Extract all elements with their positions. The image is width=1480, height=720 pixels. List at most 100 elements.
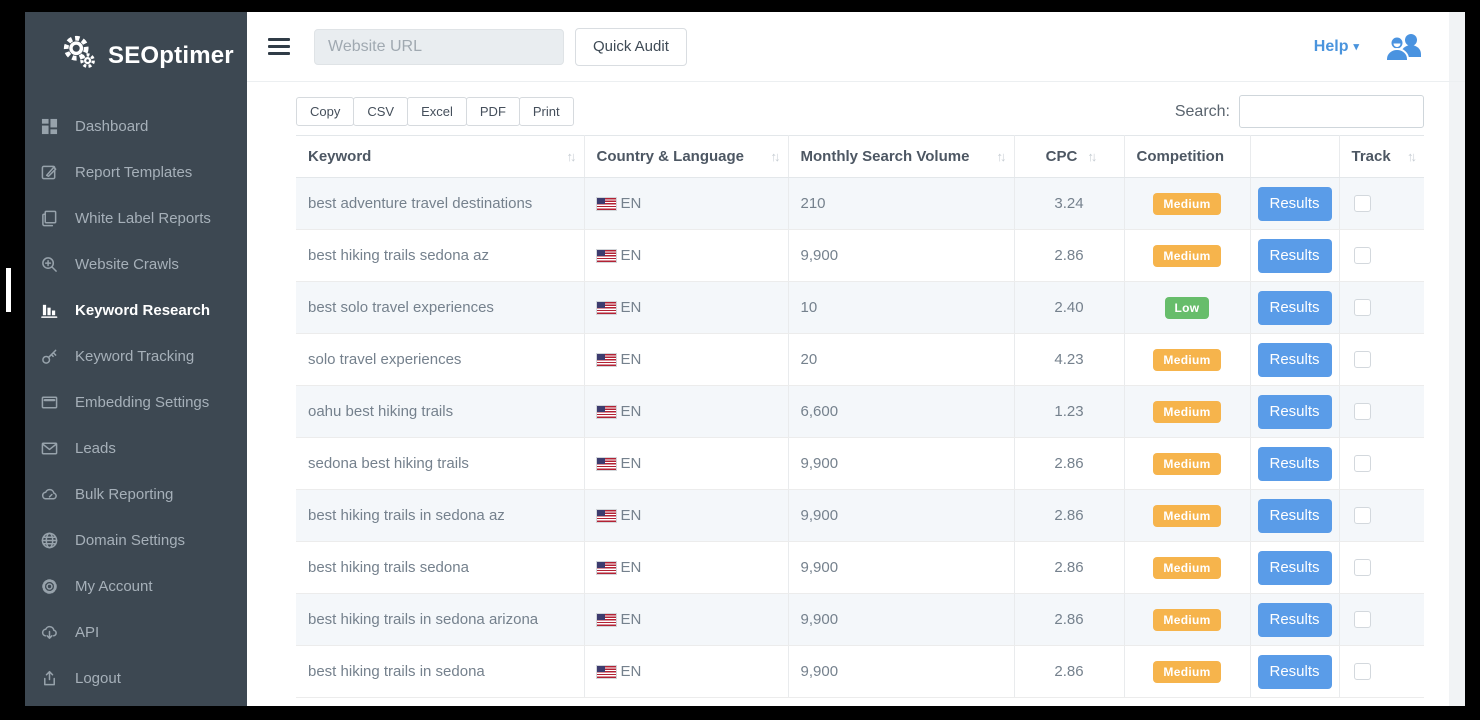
table-row: best solo travel experiences EN 10 2.40 …: [296, 281, 1424, 334]
active-nav-indicator: [6, 268, 11, 312]
report-templates-icon: [40, 163, 59, 182]
results-button[interactable]: Results: [1257, 498, 1332, 533]
track-checkbox[interactable]: [1353, 507, 1371, 525]
competition-badge: Low: [1164, 296, 1210, 319]
track-checkbox[interactable]: [1353, 403, 1371, 421]
website-url-input[interactable]: [314, 28, 564, 65]
track-checkbox[interactable]: [1353, 611, 1371, 629]
track-checkbox[interactable]: [1353, 299, 1371, 317]
sidebar-item-embedding-settings[interactable]: Embedding Settings: [25, 379, 247, 425]
app-title: SEOptimer: [108, 41, 234, 69]
sidebar-item-my-account[interactable]: My Account: [25, 563, 247, 609]
sidebar-item-label: Bulk Reporting: [75, 485, 174, 503]
white-label-reports-icon: [40, 209, 59, 228]
us-flag-icon: [595, 456, 617, 471]
results-button[interactable]: Results: [1257, 602, 1332, 637]
sidebar-item-label: Keyword Research: [75, 301, 211, 319]
country-language-cell: EN: [584, 489, 789, 542]
competition-badge: Medium: [1153, 452, 1221, 475]
track-checkbox[interactable]: [1353, 247, 1371, 265]
cpc-cell: 3.24: [1014, 177, 1125, 230]
track-checkbox[interactable]: [1353, 351, 1371, 369]
us-flag-icon: [595, 404, 617, 419]
volume-cell: 20: [788, 333, 1015, 386]
volume-cell: 10: [788, 281, 1015, 334]
table-row: best hiking trails in sedona EN 9,900 2.…: [296, 645, 1424, 698]
column-header-competition[interactable]: Competition: [1124, 135, 1251, 178]
sidebar-item-white-label-reports[interactable]: White Label Reports: [25, 195, 247, 241]
us-flag-icon: [595, 612, 617, 627]
page-scrollbar[interactable]: [1449, 12, 1465, 706]
volume-cell: 210: [788, 177, 1015, 230]
excel-button[interactable]: Excel: [407, 97, 467, 126]
sidebar-item-keyword-research[interactable]: Keyword Research: [25, 287, 247, 333]
search-box: Search:: [1175, 95, 1424, 128]
sidebar-item-api[interactable]: API: [25, 609, 247, 655]
pdf-button[interactable]: PDF: [465, 97, 520, 126]
sidebar-item-website-crawls[interactable]: Website Crawls: [25, 241, 247, 287]
leads-icon: [40, 439, 59, 458]
keyword-cell: sedona best hiking trails: [296, 437, 585, 490]
sort-icon: ↑↓: [1407, 149, 1417, 164]
us-flag-icon: [595, 352, 617, 367]
print-button[interactable]: Print: [518, 97, 574, 126]
cpc-cell: 2.86: [1014, 593, 1125, 646]
sidebar-item-dashboard[interactable]: Dashboard: [25, 103, 247, 149]
sidebar-item-label: My Account: [75, 577, 153, 595]
keyword-cell: best hiking trails in sedona arizona: [296, 593, 585, 646]
competition-badge: Medium: [1153, 244, 1221, 267]
column-header-cpc[interactable]: CPC ↑↓: [1014, 135, 1125, 178]
results-button[interactable]: Results: [1257, 238, 1332, 273]
help-dropdown[interactable]: Help ▾: [1314, 38, 1359, 56]
sidebar-item-logout[interactable]: Logout: [25, 655, 247, 701]
csv-button[interactable]: CSV: [353, 97, 409, 126]
sidebar-item-label: Logout: [75, 669, 121, 687]
copy-button[interactable]: Copy: [296, 97, 355, 126]
track-checkbox[interactable]: [1353, 663, 1371, 681]
column-header-monthly-search-volume[interactable]: Monthly Search Volume ↑↓: [788, 135, 1015, 178]
results-button[interactable]: Results: [1257, 186, 1332, 221]
app-logo[interactable]: SEOptimer: [25, 12, 247, 77]
results-button[interactable]: Results: [1257, 394, 1332, 429]
results-button[interactable]: Results: [1257, 550, 1332, 585]
table-header-row: Keyword ↑↓ Country & Language ↑↓ Monthly…: [296, 135, 1424, 178]
dashboard-icon: [40, 117, 59, 136]
users-icon[interactable]: [1383, 32, 1425, 62]
topbar: Quick Audit Help ▾: [247, 12, 1465, 82]
sidebar: SEOptimer Dashboard Report Templates Whi…: [25, 12, 247, 706]
sidebar-item-leads[interactable]: Leads: [25, 425, 247, 471]
sidebar-item-label: API: [75, 623, 100, 641]
volume-cell: 9,900: [788, 229, 1015, 282]
keyword-cell: best solo travel experiences: [296, 281, 585, 334]
results-button[interactable]: Results: [1257, 290, 1332, 325]
sidebar-item-domain-settings[interactable]: Domain Settings: [25, 517, 247, 563]
country-language-cell: EN: [584, 593, 789, 646]
track-checkbox[interactable]: [1353, 195, 1371, 213]
track-checkbox[interactable]: [1353, 455, 1371, 473]
api-icon: [40, 623, 59, 642]
country-language-cell: EN: [584, 645, 789, 698]
sidebar-item-report-templates[interactable]: Report Templates: [25, 149, 247, 195]
results-button[interactable]: Results: [1257, 342, 1332, 377]
volume-cell: 9,900: [788, 593, 1015, 646]
keyword-table: Keyword ↑↓ Country & Language ↑↓ Monthly…: [296, 135, 1424, 698]
search-input[interactable]: [1239, 95, 1424, 128]
sidebar-item-keyword-tracking[interactable]: Keyword Tracking: [25, 333, 247, 379]
track-checkbox[interactable]: [1353, 559, 1371, 577]
column-header-country-language[interactable]: Country & Language ↑↓: [584, 135, 789, 178]
chevron-down-icon: ▾: [1353, 41, 1359, 53]
keyword-cell: oahu best hiking trails: [296, 385, 585, 438]
table-row: best adventure travel destinations EN 21…: [296, 177, 1424, 230]
cpc-cell: 4.23: [1014, 333, 1125, 386]
column-header-track[interactable]: Track ↑↓: [1339, 135, 1424, 178]
quick-audit-button[interactable]: Quick Audit: [575, 27, 687, 66]
column-header-results: [1250, 135, 1340, 178]
column-header-keyword[interactable]: Keyword ↑↓: [296, 135, 585, 178]
sidebar-item-bulk-reporting[interactable]: Bulk Reporting: [25, 471, 247, 517]
results-button[interactable]: Results: [1257, 654, 1332, 689]
cpc-cell: 2.86: [1014, 541, 1125, 594]
results-button[interactable]: Results: [1257, 446, 1332, 481]
keyword-cell: best hiking trails in sedona: [296, 645, 585, 698]
menu-toggle-icon[interactable]: [268, 38, 292, 55]
